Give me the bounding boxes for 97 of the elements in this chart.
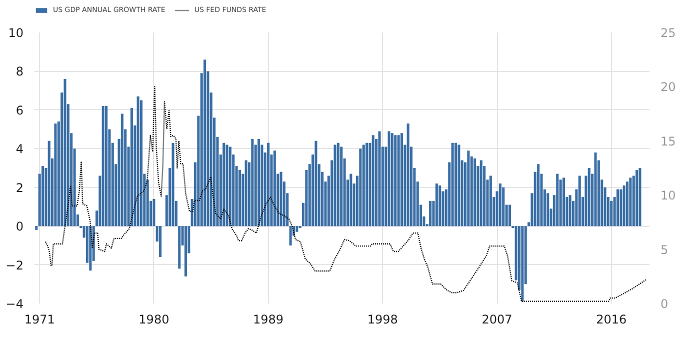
bar [556, 174, 559, 226]
bar [89, 226, 92, 271]
bar [336, 142, 340, 226]
bar [458, 144, 460, 226]
bar [489, 176, 492, 226]
y2-tick-label: 25 [660, 26, 676, 40]
bar [474, 158, 476, 226]
y-tick-label: −4 [6, 297, 24, 311]
y-tick-label: 10 [8, 26, 24, 40]
bar [638, 168, 642, 226]
bar [296, 226, 298, 232]
bar [622, 185, 626, 226]
bar [454, 142, 457, 226]
bar [184, 226, 187, 276]
bar [64, 78, 66, 226]
bar [508, 204, 511, 226]
bar [578, 176, 581, 226]
bar [105, 106, 108, 226]
bar [366, 142, 368, 226]
y-tick-label: −2 [6, 258, 24, 272]
bar [136, 96, 140, 226]
bar [390, 133, 394, 226]
bar [120, 114, 124, 226]
y2-tick-label: 5 [660, 242, 668, 257]
bar [546, 193, 550, 226]
bar [178, 226, 181, 269]
bar [238, 170, 241, 226]
bar [102, 106, 104, 226]
x-tick-label: 1971 [24, 312, 55, 326]
bar [388, 131, 390, 226]
bar [562, 178, 565, 226]
bar [629, 178, 632, 226]
bar [228, 146, 232, 226]
bar [568, 195, 572, 226]
bar [429, 200, 432, 226]
x-tick-label: 1980 [138, 312, 170, 326]
y-tick-label: 8 [16, 64, 24, 79]
bar [152, 198, 156, 226]
bar [172, 142, 174, 226]
y2-tick-label: 20 [660, 80, 676, 94]
bar [159, 226, 162, 258]
y2-tick-label: 15 [660, 134, 676, 148]
bar [41, 166, 44, 226]
bar [438, 185, 442, 226]
bar [467, 150, 470, 226]
bar [378, 131, 381, 226]
bar [267, 142, 270, 226]
bar [258, 138, 260, 226]
bar [280, 172, 282, 226]
bar [140, 100, 143, 226]
bar [521, 226, 524, 302]
bar [480, 160, 482, 226]
y2-tick-label: 10 [660, 188, 676, 203]
bar [406, 123, 410, 226]
y-tick-label: 6 [16, 103, 24, 118]
bar [350, 174, 352, 226]
bar [226, 144, 228, 226]
bar [314, 140, 318, 226]
bar [636, 170, 638, 226]
bar [620, 189, 622, 226]
y-tick-label: 0 [16, 220, 24, 234]
bar [394, 135, 397, 226]
bar [362, 144, 365, 226]
y2-tick-label: 0 [660, 297, 668, 311]
bar [289, 226, 292, 246]
line-series [44, 86, 647, 302]
x-tick-label: 2007 [482, 312, 512, 326]
bar [451, 142, 454, 226]
bar [594, 152, 597, 226]
x-tick-label: 2016 [596, 312, 627, 326]
bar [400, 133, 403, 226]
bar [130, 108, 133, 226]
bar [204, 60, 206, 226]
x-tick-label: 1989 [253, 312, 284, 326]
bar [537, 164, 540, 226]
bar [273, 150, 276, 226]
bar [616, 189, 620, 226]
y-tick-label: 4 [16, 142, 24, 156]
bar [502, 187, 505, 226]
bar [359, 148, 362, 226]
bar [334, 144, 336, 226]
bar [626, 182, 629, 226]
bar [588, 168, 590, 226]
bar [372, 135, 374, 226]
bar [340, 146, 343, 226]
bar [397, 135, 400, 226]
x-tick-label: 1998 [367, 312, 398, 326]
bar [222, 142, 226, 226]
bar [610, 200, 613, 226]
bar [251, 138, 254, 226]
bar [35, 226, 38, 230]
bar [54, 123, 57, 226]
bar [244, 160, 248, 226]
y-tick-label: 2 [16, 180, 24, 195]
bar [48, 140, 50, 226]
bar [435, 183, 438, 226]
bar [498, 183, 502, 226]
